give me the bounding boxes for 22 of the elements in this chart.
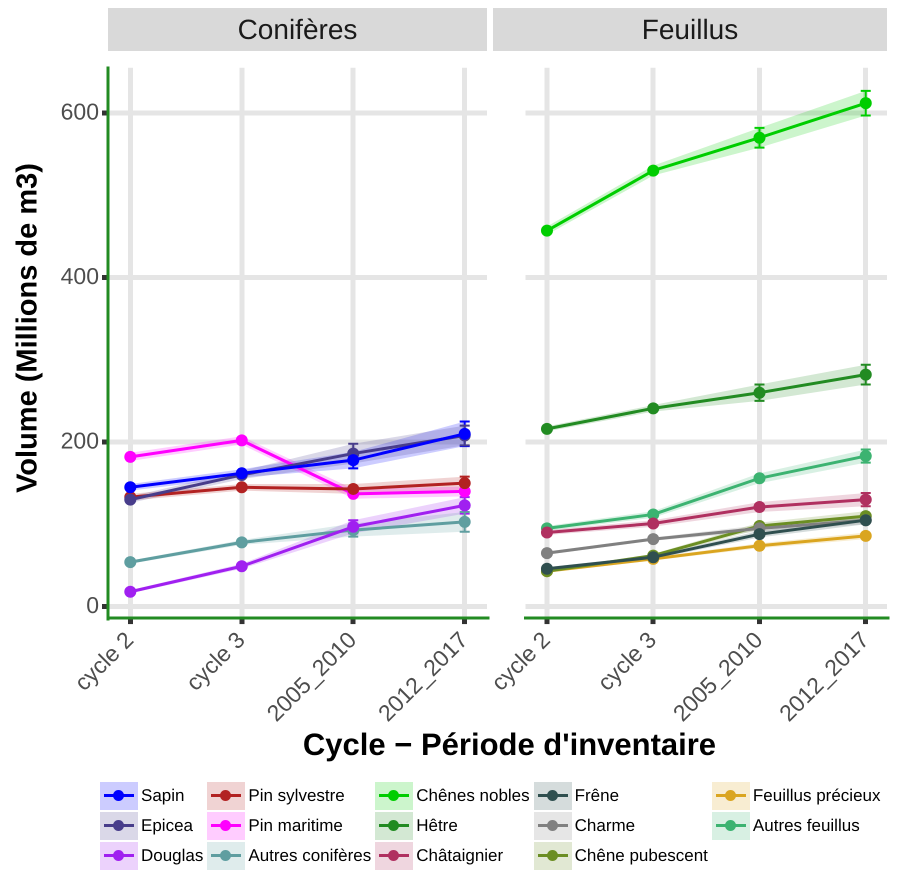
legend-label: Châtaignier [416, 846, 504, 866]
legend-label: Chênes nobles [416, 786, 530, 806]
x-axis-title: Cycle − Période d'inventaire [302, 727, 718, 763]
legend-label: Feuillus précieux [752, 786, 880, 806]
legend-label: Sapin [141, 786, 184, 806]
chart-title: Conifères [108, 8, 487, 51]
legend-label: Douglas [141, 846, 204, 866]
chart-title: Feuillus [493, 8, 887, 51]
legend-label: Autres conifères [248, 846, 372, 866]
legend-label: Epicea [141, 816, 193, 836]
legend-label: Autres feuillus [752, 816, 860, 836]
legend-label: Pin sylvestre [248, 786, 345, 806]
legend-label: Hêtre [416, 816, 458, 836]
legend-label: Chêne pubescent [574, 846, 708, 866]
legend-label: Frêne [574, 786, 620, 806]
y-tick-label: 0 [86, 592, 99, 618]
y-axis-title: Volume (Millions de m3) [12, 163, 44, 493]
y-tick-label: 600 [60, 98, 99, 124]
y-tick-label: 400 [60, 262, 99, 289]
legend-label: Charme [574, 816, 636, 836]
legend-label: Pin maritime [248, 816, 343, 836]
y-tick-label: 200 [60, 427, 99, 454]
